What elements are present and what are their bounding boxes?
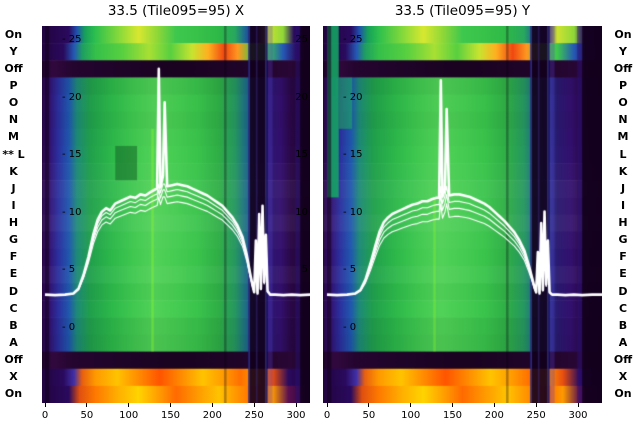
row-label-left-14: E (9, 267, 18, 281)
x-tick-label: 250 (526, 410, 546, 421)
x-tick-label: 0 (323, 410, 331, 421)
row-label-right-1: Y (619, 44, 627, 58)
row-label-right-7: L (619, 147, 627, 161)
row-label-right-12: G (618, 233, 628, 247)
y-tick-label: - 5 (343, 264, 357, 276)
row-label-left-12: G (8, 233, 19, 247)
row-label-left-9: J (11, 181, 16, 195)
row-label-left-5: N (8, 113, 19, 127)
x-tick-mark (211, 403, 213, 407)
row-label-right-3: P (618, 78, 628, 92)
x-tick-mark (128, 403, 130, 407)
y-tick-label: - 25 (62, 34, 82, 45)
y-tick-label: - 20 (62, 91, 82, 103)
x-tick-label: 100 (401, 410, 421, 421)
row-label-right-17: B (618, 318, 628, 332)
panel-y-title: 33.5 (Tile095=95) Y (394, 3, 531, 19)
x-tick-label: 200 (202, 410, 222, 421)
x-tick-label: 50 (80, 410, 94, 421)
row-label-right-16: C (618, 301, 628, 315)
x-tick-label: 150 (160, 410, 181, 421)
x-tick-mark (253, 403, 255, 407)
row-label-right-14: E (619, 267, 627, 281)
x-tick-mark (326, 403, 328, 407)
row-label-left-3: P (9, 78, 18, 92)
x-tick-mark (493, 403, 495, 407)
row-label-right-11: H (618, 216, 628, 230)
y-tick-label: - 5 (62, 264, 76, 276)
row-label-right-10: I (620, 198, 626, 212)
x-tick-mark (535, 403, 537, 407)
x-tick-label: 100 (119, 410, 139, 421)
y-tick-label: - 0 (62, 322, 76, 333)
row-label-left-16: C (9, 301, 18, 315)
y-tick-label: - 25 (343, 34, 363, 45)
row-label-left-6: M (8, 130, 19, 144)
row-label-left-0: On (4, 27, 23, 41)
y-tick-label-right: 15 (295, 149, 308, 161)
row-label-right-8: K (618, 164, 628, 178)
row-label-left-20: X (9, 370, 18, 384)
panel-x-heatmap (42, 26, 310, 403)
x-tick-label: 150 (442, 410, 463, 421)
x-tick-label: 200 (484, 410, 504, 421)
y-tick-label: - 0 (343, 322, 357, 333)
row-label-left-10: I (11, 198, 16, 212)
x-tick-mark (44, 403, 46, 407)
y-tick-label: - 10 (62, 206, 82, 218)
row-label-right-9: J (620, 181, 626, 195)
row-label-right-2: Off (613, 61, 633, 75)
x-tick-label: 300 (286, 410, 306, 421)
row-label-left-18: A (9, 336, 18, 350)
y-tick-label-right: 20 (295, 91, 308, 103)
row-label-right-20: X (618, 370, 628, 384)
x-tick-label: 250 (244, 410, 264, 421)
panel-y-heatmap (323, 26, 602, 403)
row-label-right-13: F (619, 250, 627, 264)
x-tick-mark (577, 403, 579, 407)
row-label-left-21: On (4, 387, 23, 401)
row-label-left-19: Off (4, 353, 23, 367)
row-label-left-8: K (9, 164, 18, 178)
row-label-right-19: Off (613, 353, 633, 367)
row-label-right-4: O (618, 96, 628, 110)
y-tick-label: - 10 (343, 206, 363, 218)
y-tick-label-right: 5 (301, 264, 308, 276)
x-tick-mark (452, 403, 453, 407)
row-label-right-0: On (614, 27, 632, 41)
y-tick-label: - 15 (343, 149, 363, 161)
row-label-left-17: B (9, 318, 18, 332)
x-tick-mark (368, 403, 370, 407)
row-label-left-13: F (9, 250, 18, 264)
x-tick-mark (410, 403, 412, 407)
x-tick-label: 50 (362, 410, 376, 421)
row-label-left-7: ** L (2, 147, 25, 161)
y-tick-label-right: 25 (295, 34, 308, 45)
row-label-left-2: Off (4, 61, 23, 75)
row-label-left-11: H (8, 216, 19, 230)
x-tick-label: 0 (41, 410, 49, 421)
row-label-right-6: M (617, 130, 629, 144)
x-tick-mark (295, 403, 297, 407)
x-tick-mark (86, 403, 88, 407)
x-tick-label: 300 (568, 410, 588, 421)
row-label-right-5: N (618, 113, 628, 127)
row-label-right-15: D (618, 284, 628, 298)
row-label-left-15: D (8, 284, 19, 298)
row-label-left-1: Y (9, 44, 18, 58)
x-tick-mark (170, 403, 171, 407)
y-tick-label: - 20 (343, 91, 363, 103)
row-label-right-18: A (618, 336, 628, 350)
panel-x-title: 33.5 (Tile095=95) X (107, 3, 245, 19)
y-tick-label-right: 10 (295, 206, 308, 218)
y-tick-label: - 15 (62, 149, 82, 161)
row-label-left-4: O (8, 96, 19, 110)
row-label-right-21: On (614, 387, 632, 401)
